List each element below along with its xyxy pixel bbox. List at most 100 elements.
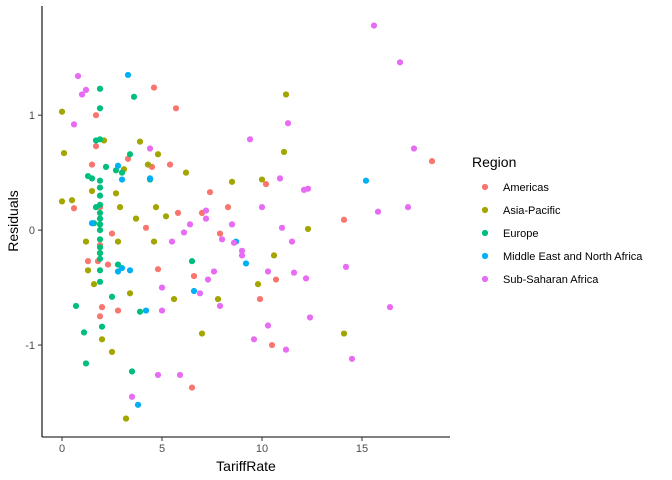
legend-title: Region xyxy=(472,154,516,170)
data-point xyxy=(371,22,377,28)
y-tick-label: 0 xyxy=(29,225,35,237)
data-point xyxy=(405,204,411,210)
points-layer xyxy=(59,22,435,421)
data-point xyxy=(61,150,67,156)
data-point xyxy=(97,313,103,319)
data-point xyxy=(291,270,297,276)
data-point xyxy=(97,250,103,256)
data-point xyxy=(269,342,275,348)
data-point xyxy=(171,296,177,302)
data-point xyxy=(307,314,313,320)
data-point xyxy=(129,394,135,400)
data-point xyxy=(281,149,287,155)
data-point xyxy=(217,230,223,236)
data-point xyxy=(265,268,271,274)
data-point xyxy=(271,252,277,258)
data-point xyxy=(225,204,231,210)
data-point xyxy=(127,151,133,157)
data-point xyxy=(177,372,183,378)
data-point xyxy=(131,94,137,100)
data-point xyxy=(97,279,103,285)
data-point xyxy=(229,221,235,227)
data-point xyxy=(375,209,381,215)
data-point xyxy=(143,307,149,313)
data-point xyxy=(189,384,195,390)
data-point xyxy=(173,105,179,111)
data-point xyxy=(105,262,111,268)
data-point xyxy=(203,207,209,213)
legend-label: Sub-Saharan Africa xyxy=(503,274,599,286)
data-point xyxy=(341,217,347,223)
data-point xyxy=(251,336,257,342)
data-point xyxy=(147,175,153,181)
data-point xyxy=(289,239,295,245)
data-point xyxy=(219,236,225,242)
x-tick-label: 5 xyxy=(159,443,165,455)
data-point xyxy=(89,162,95,168)
data-point xyxy=(203,216,209,222)
x-tick-label: 0 xyxy=(59,443,65,455)
data-point xyxy=(75,73,81,79)
data-point xyxy=(151,239,157,245)
data-point xyxy=(191,273,197,279)
data-point xyxy=(259,176,265,182)
x-ticks: 0 5 10 15 xyxy=(59,437,368,455)
data-point xyxy=(97,184,103,190)
data-point xyxy=(83,239,89,245)
data-point xyxy=(137,309,143,315)
data-point xyxy=(73,303,79,309)
data-point xyxy=(387,304,393,310)
data-point xyxy=(83,87,89,93)
data-point xyxy=(97,105,103,111)
data-point xyxy=(429,158,435,164)
data-point xyxy=(243,260,249,266)
data-point xyxy=(397,59,403,65)
data-point xyxy=(279,225,285,231)
data-point xyxy=(305,186,311,192)
data-point xyxy=(69,197,75,203)
y-tick-label: 1 xyxy=(29,110,35,122)
data-point xyxy=(175,210,181,216)
data-point xyxy=(97,227,103,233)
legend-key xyxy=(482,230,488,236)
data-point xyxy=(127,267,133,273)
data-point xyxy=(81,329,87,335)
data-point xyxy=(197,290,203,296)
data-point xyxy=(99,304,105,310)
data-point xyxy=(89,220,95,226)
data-point xyxy=(183,170,189,176)
data-point xyxy=(273,276,279,282)
legend-key xyxy=(482,253,488,259)
data-point xyxy=(153,204,159,210)
data-point xyxy=(363,178,369,184)
x-axis-title: TariffRate xyxy=(216,458,276,474)
data-point xyxy=(143,225,149,231)
data-point xyxy=(89,188,95,194)
data-point xyxy=(341,330,347,336)
y-tick-label: -1 xyxy=(25,340,35,352)
data-point xyxy=(93,112,99,118)
data-point xyxy=(349,356,355,362)
data-point xyxy=(109,294,115,300)
data-point xyxy=(137,139,143,145)
data-point xyxy=(181,229,187,235)
data-point xyxy=(231,240,237,246)
data-point xyxy=(97,210,103,216)
data-point xyxy=(115,307,121,313)
data-point xyxy=(283,347,289,353)
data-point xyxy=(115,163,121,169)
legend-label: Europe xyxy=(503,228,538,240)
data-point xyxy=(91,281,97,287)
data-point xyxy=(239,252,245,258)
data-point xyxy=(411,145,417,151)
data-point xyxy=(71,205,77,211)
data-point xyxy=(155,372,161,378)
data-point xyxy=(187,221,193,227)
data-point xyxy=(133,216,139,222)
data-point xyxy=(97,178,103,184)
data-point xyxy=(97,256,103,262)
legend-key xyxy=(482,276,488,282)
data-point xyxy=(211,268,217,274)
data-point xyxy=(255,281,261,287)
data-point xyxy=(119,176,125,182)
